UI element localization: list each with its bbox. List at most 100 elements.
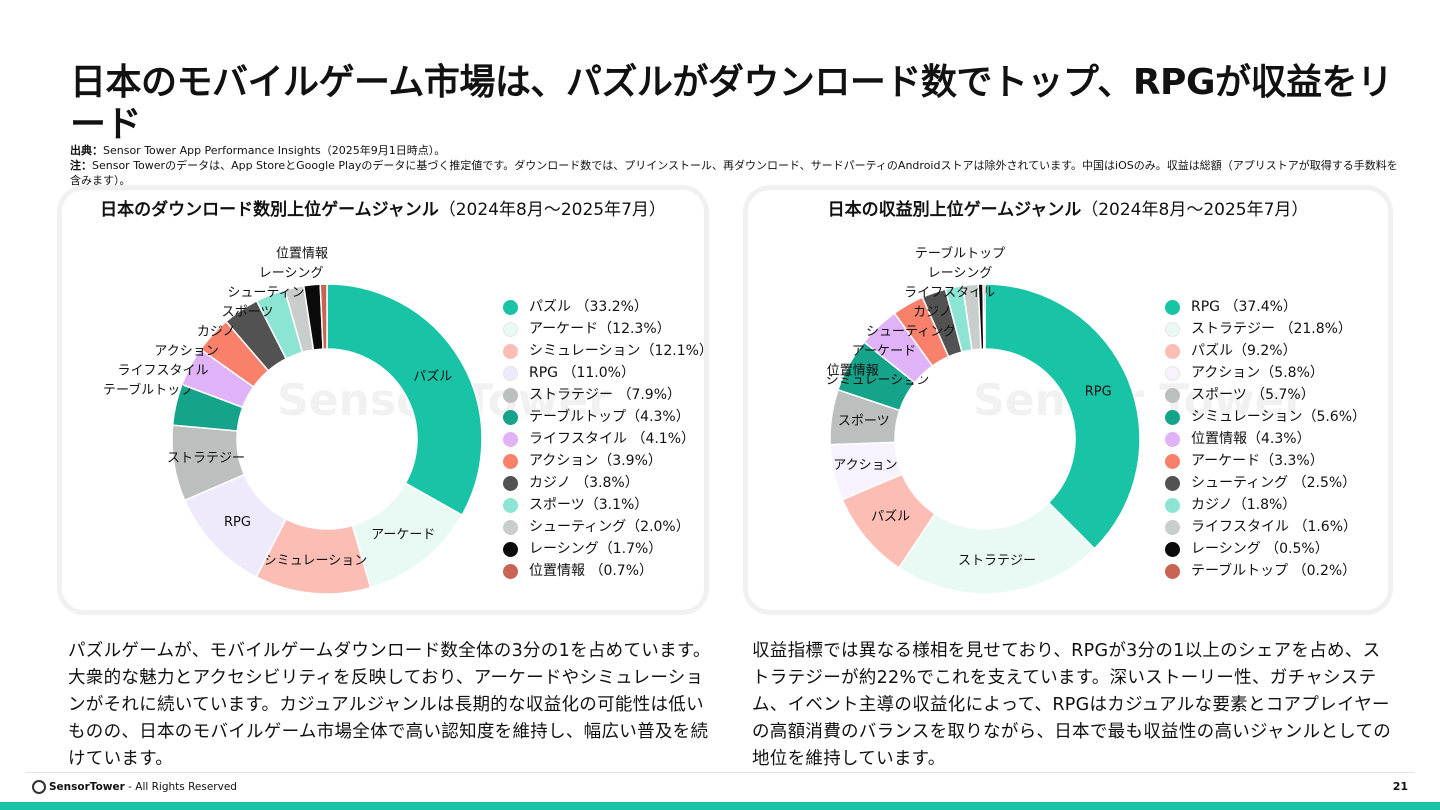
revenue-commentary: 収益指標では異なる様相を見せており、RPGが3分の1以上のシェアを占め、ストラテ… <box>752 641 1392 769</box>
legend-label: ライフスタイル （1.6%） <box>1191 519 1358 535</box>
legend-label: カジノ （3.8%） <box>529 475 639 491</box>
legend-label: アクション（5.8%） <box>1191 365 1324 381</box>
slice-1-12 <box>982 283 986 350</box>
legend-label: RPG （37.4%） <box>1191 299 1297 315</box>
slice-label-1-9: カジノ <box>913 305 952 320</box>
slice-label-1-5: シミュレーション <box>826 373 929 388</box>
slice-label-1-7: アーケード <box>852 344 916 359</box>
slice-label-0-12: 位置情報 <box>276 247 328 262</box>
footer-accent-bar <box>0 802 1440 810</box>
legend-label: シューティング （2.5%） <box>1191 475 1357 491</box>
revenue-chart-card: Sensor Tower 日本の収益別上位ゲームジャンル（2024年8月～202… <box>748 190 1388 610</box>
slice-label-1-4: スポーツ <box>838 414 890 429</box>
slice-1-0 <box>984 283 1141 550</box>
legend-label: ライフスタイル （4.1%） <box>529 431 696 447</box>
legend-label: テーブルトップ（4.3%） <box>529 409 690 425</box>
slice-label-0-4: ストラテジー <box>167 451 245 466</box>
watermark: Sensor Tower <box>973 375 1306 426</box>
legend-label: テーブルトップ （0.2%） <box>1191 563 1357 579</box>
note-label: 注： <box>70 159 92 172</box>
legend-label: 位置情報 （0.7%） <box>529 563 654 579</box>
footer-divider <box>26 772 1414 773</box>
source-text: Sensor Tower App Performance Insights（20… <box>103 144 446 157</box>
legend-swatch <box>1165 366 1180 381</box>
note-text: Sensor Towerのデータは、App StoreとGoogle Playの… <box>70 159 1398 187</box>
legend-swatch <box>503 520 518 535</box>
legend-label: シミュレーション（12.1%） <box>529 343 713 359</box>
legend-label: ストラテジー （7.9%） <box>529 387 682 403</box>
legend-label: 位置情報（4.3%） <box>1191 431 1311 447</box>
slice-label-0-5: テーブルトップ <box>103 382 193 398</box>
legend-label: スポーツ （5.7%） <box>1191 387 1315 403</box>
revenue-chart-title: 日本の収益別上位ゲームジャンル <box>827 200 1082 220</box>
slice-1-1 <box>897 501 1096 595</box>
revenue-chart-period: （2024年8月～2025年7月） <box>1081 200 1309 220</box>
legend-label: アーケード（12.3%） <box>529 321 671 337</box>
legend-swatch <box>503 432 518 447</box>
legend-swatch <box>503 476 518 491</box>
slice-label-0-8: カジノ <box>197 325 236 340</box>
slice-label-0-11: レーシング <box>259 266 324 281</box>
legend-label: RPG （11.0%） <box>529 365 635 381</box>
legend-label: スポーツ（3.1%） <box>529 497 649 513</box>
legend-swatch <box>503 454 518 469</box>
source-note: 出典：Sensor Tower App Performance Insights… <box>70 143 1400 188</box>
legend-label: レーシング（1.7%） <box>529 541 663 557</box>
legend-swatch <box>1165 542 1180 557</box>
slice-label-0-7: アクション <box>154 344 218 359</box>
legend-swatch <box>1165 476 1180 491</box>
legend-label: パズル （33.2%） <box>529 299 648 315</box>
slice-label-1-6: 位置情報 <box>827 364 879 379</box>
legend-swatch <box>1165 344 1180 359</box>
slice-label-0-1: アーケード <box>371 527 435 542</box>
legend-swatch <box>1165 498 1180 513</box>
legend-swatch <box>1165 520 1180 535</box>
legend-label: アーケード（3.3%） <box>1191 453 1324 469</box>
legend-swatch <box>503 498 518 513</box>
legend-label: アクション（3.9%） <box>529 453 662 469</box>
legend-swatch <box>1165 432 1180 447</box>
slice-label-1-2: パズル <box>871 509 910 525</box>
slice-label-1-12: テーブルトップ <box>915 246 1005 262</box>
legend-label: カジノ（1.8%） <box>1191 497 1297 513</box>
legend-swatch <box>1165 564 1180 579</box>
legend-label: レーシング （0.5%） <box>1191 541 1329 557</box>
slice-label-0-9: スポーツ <box>222 305 274 320</box>
legend-label: シューティング（2.0%） <box>529 519 690 535</box>
legend-label: シミュレーション（5.6%） <box>1191 409 1367 425</box>
legend-swatch <box>1165 454 1180 469</box>
legend-swatch <box>503 344 518 359</box>
rights-text: - All Rights Reserved <box>128 781 237 793</box>
slice-0-0 <box>326 283 483 517</box>
page-number: 21 <box>1392 780 1408 793</box>
downloads-commentary: パズルゲームが、モバイルゲームダウンロード数全体の3分の1を占めています。大衆的… <box>68 641 711 769</box>
legend-swatch <box>503 388 518 403</box>
legend-swatch <box>503 366 518 381</box>
legend-swatch <box>503 564 518 579</box>
legend-swatch <box>503 300 518 315</box>
legend-swatch <box>503 410 518 425</box>
legend-label: ストラテジー （21.8%） <box>1191 321 1352 337</box>
revenue-chart-title-row: 日本の収益別上位ゲームジャンル（2024年8月～2025年7月） <box>748 198 1388 222</box>
legend-swatch <box>503 542 518 557</box>
legend-swatch <box>1165 300 1180 315</box>
slice-0-12 <box>319 283 328 350</box>
slice-label-1-11: レーシング <box>928 266 993 281</box>
footer-brand: SensorTower - All Rights Reserved <box>32 778 237 796</box>
legend-swatch <box>503 322 518 337</box>
downloads-chart-card: Sensor Tower 日本のダウンロード数別上位ゲームジャンル（2024年8… <box>62 190 713 610</box>
legend-label: パズル（9.2%） <box>1191 343 1297 359</box>
slice-label-1-8: シューティング <box>866 325 956 340</box>
legend-swatch <box>1165 410 1180 425</box>
legend-swatch <box>1165 322 1180 337</box>
sensor-tower-logo-icon <box>32 780 46 794</box>
source-label: 出典： <box>70 144 103 157</box>
page-title: 日本のモバイルゲーム市場は、パズルがダウンロード数でトップ、RPGが収益をリード <box>70 62 1393 145</box>
slice-label-1-10: ライフスタイル <box>904 286 995 301</box>
brand-name: SensorTower <box>49 781 125 793</box>
slice-label-1-1: ストラテジー <box>958 553 1036 568</box>
slice-label-0-10: シューティング <box>227 286 317 301</box>
slice-label-1-3: アクション <box>833 458 897 473</box>
